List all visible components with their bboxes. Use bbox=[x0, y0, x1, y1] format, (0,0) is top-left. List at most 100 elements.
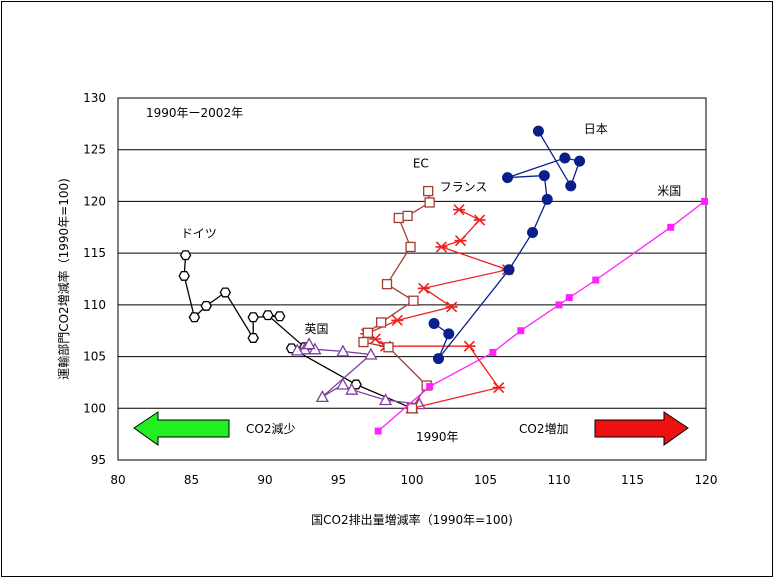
data-point bbox=[336, 344, 350, 357]
data-point bbox=[374, 427, 382, 435]
y-tick-label: 95 bbox=[91, 453, 106, 467]
data-point bbox=[432, 353, 444, 365]
data-point bbox=[402, 210, 413, 222]
data-point bbox=[383, 342, 394, 353]
data-point bbox=[364, 347, 378, 360]
y-tick-label: 110 bbox=[83, 298, 106, 312]
data-point bbox=[541, 193, 553, 205]
y-tick-label: 100 bbox=[83, 401, 106, 415]
data-point bbox=[378, 393, 393, 406]
series-label: EC bbox=[413, 156, 429, 170]
series-米国: 米国 bbox=[374, 184, 709, 435]
data-point bbox=[417, 282, 430, 294]
data-point bbox=[423, 185, 434, 197]
data-point bbox=[555, 301, 563, 309]
data-point bbox=[247, 332, 259, 343]
y-tick-labels: 95 100 105 110 115 120 125 130 bbox=[83, 91, 106, 467]
data-point bbox=[179, 250, 192, 261]
data-point bbox=[701, 197, 709, 205]
data-point bbox=[200, 300, 212, 311]
data-point bbox=[503, 264, 515, 276]
data-point bbox=[408, 295, 419, 306]
data-point bbox=[290, 343, 304, 356]
data-point bbox=[358, 336, 369, 348]
data-point bbox=[375, 317, 387, 328]
data-point bbox=[527, 226, 539, 238]
x-tick-label: 85 bbox=[184, 473, 199, 487]
series-label: 日本 bbox=[584, 122, 608, 136]
series-line bbox=[377, 200, 705, 432]
data-point bbox=[445, 301, 458, 313]
data-point bbox=[424, 197, 435, 208]
data-point bbox=[336, 377, 350, 390]
data-point bbox=[489, 348, 497, 356]
data-point bbox=[393, 212, 404, 224]
data-point bbox=[428, 317, 440, 329]
data-point bbox=[502, 172, 514, 184]
data-point bbox=[178, 270, 190, 281]
x-axis-label: 国CO2排出量増減率（1990年=100) bbox=[311, 512, 513, 527]
x-tick-label: 80 bbox=[110, 473, 125, 487]
x-tick-label: 110 bbox=[548, 473, 571, 487]
data-point bbox=[453, 204, 466, 216]
y-tick-label: 125 bbox=[83, 143, 106, 157]
x-tick-label: 100 bbox=[401, 473, 424, 487]
data-point bbox=[219, 287, 232, 298]
data-point bbox=[574, 155, 586, 167]
series-label: 米国 bbox=[657, 184, 681, 198]
series-label: 英国 bbox=[304, 322, 328, 336]
y-axis-label: 運輸部門CO2増減率（1990年=100) bbox=[56, 178, 71, 380]
data-point bbox=[517, 327, 525, 335]
series-line bbox=[183, 255, 413, 409]
series-line bbox=[362, 191, 431, 409]
x-tick-labels: 80 85 90 95 100 105 110 115 120 bbox=[110, 473, 717, 487]
data-point bbox=[188, 312, 201, 323]
x-tick-label: 120 bbox=[695, 473, 718, 487]
data-point bbox=[426, 383, 434, 391]
data-point bbox=[247, 312, 259, 323]
data-point bbox=[565, 294, 573, 302]
data-point bbox=[391, 314, 404, 326]
data-point bbox=[443, 328, 455, 340]
series-日本: 日本 bbox=[428, 122, 608, 365]
data-point bbox=[362, 327, 374, 338]
data-point bbox=[302, 337, 316, 350]
series-line bbox=[364, 209, 510, 409]
decrease-arrow bbox=[133, 411, 230, 446]
data-point bbox=[532, 125, 544, 137]
series-フランス: フランス bbox=[360, 180, 514, 414]
series-EC: EC bbox=[358, 156, 435, 414]
data-point bbox=[381, 279, 393, 290]
y-tick-label: 115 bbox=[83, 246, 106, 260]
x-tick-label: 90 bbox=[257, 473, 272, 487]
data-point bbox=[463, 340, 476, 352]
increase-arrow bbox=[594, 411, 689, 446]
plot-area bbox=[117, 97, 707, 461]
y-tick-label: 130 bbox=[83, 91, 106, 105]
data-point bbox=[538, 170, 550, 182]
origin-label: 1990年 bbox=[416, 430, 459, 444]
increase-label: CO2増加 bbox=[519, 422, 568, 436]
data-point bbox=[667, 223, 675, 231]
decrease-label: CO2減少 bbox=[246, 421, 295, 436]
period-label: 1990年ー2002年 bbox=[146, 106, 243, 120]
x-tick-label: 95 bbox=[331, 473, 346, 487]
data-point bbox=[565, 180, 577, 192]
data-point bbox=[473, 214, 486, 226]
data-point bbox=[492, 382, 505, 394]
data-point bbox=[435, 241, 448, 253]
grid-lines bbox=[118, 149, 706, 409]
series-英国: 英国 bbox=[290, 322, 426, 414]
x-tick-label: 105 bbox=[474, 473, 497, 487]
data-point bbox=[454, 235, 467, 247]
series-label: フランス bbox=[440, 180, 488, 194]
data-point bbox=[592, 276, 600, 284]
data-point bbox=[273, 311, 286, 322]
y-tick-label: 105 bbox=[83, 350, 106, 364]
y-tick-label: 120 bbox=[83, 194, 106, 208]
series-label: ドイツ bbox=[181, 227, 217, 241]
data-point bbox=[262, 310, 274, 321]
